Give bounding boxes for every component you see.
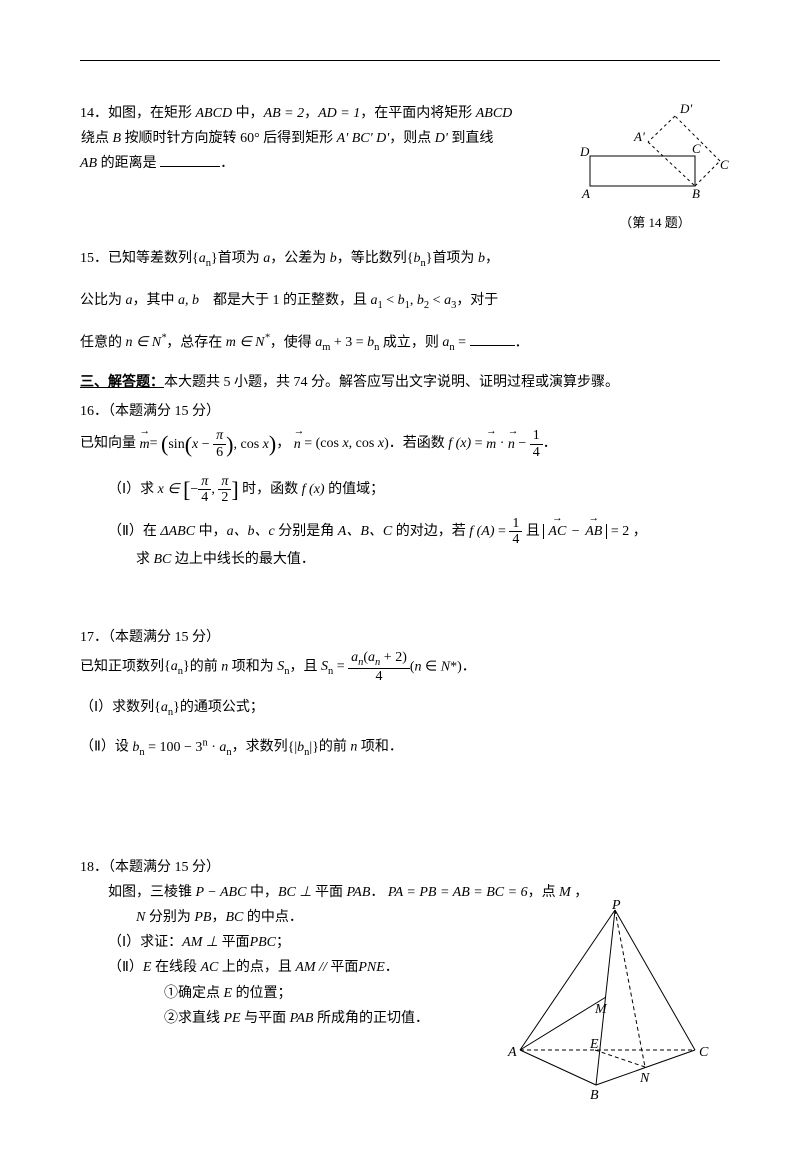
- problem-18: 18．（本题满分 15 分） 如图，三棱锥 P − ABC 中，BC ⊥ 平面 …: [80, 855, 730, 1100]
- q14-t2: 中，: [232, 106, 264, 121]
- q15-t14: 成立，则: [379, 335, 442, 350]
- problem-14: D' A' D C C' A B （第 14 题） 14．如图，在矩形 ABCD…: [80, 101, 730, 234]
- svg-text:C: C: [699, 1045, 709, 1060]
- q14-c1: ，: [304, 106, 318, 121]
- q16-num: 16．: [80, 404, 108, 419]
- q14-t4: 绕点: [81, 131, 113, 146]
- q15-t7: 公比为: [80, 293, 126, 308]
- q15-a2: a: [126, 293, 133, 308]
- q15-b: b: [330, 251, 337, 266]
- svg-text:C': C': [720, 157, 730, 172]
- svg-text:E: E: [589, 1037, 599, 1052]
- problem-15: 15．已知等差数列{an}首项为 a，公差为 b，等比数列{bn}首项为 b， …: [80, 246, 730, 358]
- section-3-desc: 本大题共 5 小题，共 74 分。解答应写出文字说明、证明过程或演算步骤。: [164, 375, 619, 390]
- q14-B: B: [113, 131, 122, 146]
- q15-dot: ．: [515, 335, 529, 350]
- tetrahedron-diagram: P M E A C B N: [500, 900, 710, 1100]
- q16-t1: 已知向量: [80, 437, 140, 452]
- abs-expr: AC − AB: [543, 524, 607, 539]
- q15-b2: b: [478, 251, 485, 266]
- svg-text:B: B: [590, 1088, 599, 1100]
- q18-num: 18．: [80, 860, 108, 875]
- q14-abcd: ABCD: [196, 106, 233, 121]
- q15-an2: an =: [442, 335, 466, 350]
- q14-deg: 60°: [240, 131, 260, 146]
- q15-t8: ，其中: [133, 293, 179, 308]
- q14-blank[interactable]: [160, 152, 220, 167]
- svg-text:C: C: [692, 141, 701, 156]
- q15-mN: m ∈ N*: [226, 335, 270, 350]
- top-rule: [80, 60, 720, 61]
- q16-part2: （Ⅱ）在 ΔABC 中，a、b、c 分别是角 A、B、C 的对边，若 f (A)…: [80, 516, 730, 548]
- q15-ab: a, b: [178, 293, 199, 308]
- svg-text:M: M: [594, 1002, 608, 1017]
- q15-t5: 首项为: [432, 251, 478, 266]
- q14-t3: ，在平面内将矩形: [360, 106, 476, 121]
- q15-num: 15．: [80, 251, 108, 266]
- q14-ab2: AB = 2: [264, 106, 305, 121]
- svg-text:P: P: [611, 900, 621, 913]
- q15-an: {an}: [192, 251, 218, 266]
- svg-text:A': A': [633, 129, 645, 144]
- svg-text:A: A: [581, 186, 590, 201]
- q16-pts: （本题满分 15 分）: [108, 404, 220, 419]
- rectangle-diagram: D' A' D C C' A B: [580, 101, 730, 211]
- q16-part1: （Ⅰ）求 x ∈ [−π4, π2] 时，函数 f (x) 的值域；: [80, 470, 730, 510]
- q15-ineq: a1 < b1, b2 < a3: [371, 293, 457, 308]
- q15-t3: ，公差为: [270, 251, 330, 266]
- figure-14-caption: （第 14 题）: [580, 211, 730, 234]
- q15-t9: 都是大于 1 的正整数，且: [210, 293, 371, 308]
- q17-pts: （本题满分 15 分）: [108, 630, 220, 645]
- problem-16: 16．（本题满分 15 分） 已知向量 m= (sin(x − π6), cos…: [80, 399, 730, 572]
- q14-ad1: AD = 1: [318, 106, 360, 121]
- svg-text:A: A: [507, 1045, 517, 1060]
- sin-expr: sin(x − π6), cos x: [168, 437, 269, 452]
- q15-t10: ，对于: [456, 293, 498, 308]
- section-3-title: 三、解答题：: [80, 375, 164, 390]
- q17-num: 17．: [80, 630, 108, 645]
- q14-t8: 到直线: [448, 131, 494, 146]
- problem-17: 17．（本题满分 15 分） 已知正项数列{an}的前 n 项和为 Sn，且 S…: [80, 625, 730, 763]
- q15-bn: {bn}: [407, 251, 433, 266]
- svg-text:D: D: [580, 144, 590, 159]
- fx: f (x): [448, 437, 471, 452]
- q14-AB: AB: [80, 156, 97, 171]
- q14-abcd2: ABCD: [476, 106, 513, 121]
- figure-18: P M E A C B N: [500, 900, 710, 1100]
- q14-t6: 后得到矩形: [260, 131, 337, 146]
- svg-text:B: B: [692, 186, 700, 201]
- q14-t5: 按顺时针方向旋转: [121, 131, 240, 146]
- q14-t9: 的距离是: [97, 156, 160, 171]
- q15-t13: ，使得: [270, 335, 316, 350]
- q15-t12: ，总存在: [166, 335, 226, 350]
- q15-t6: ，: [485, 251, 499, 266]
- vector-n: n: [294, 432, 301, 457]
- q18-pts: （本题满分 15 分）: [108, 860, 220, 875]
- q17-part1: （Ⅰ）求数列{an}的通项公式；: [80, 695, 730, 723]
- q15-t1: 已知等差数列: [108, 251, 192, 266]
- q16-func: ．若函数: [389, 437, 449, 452]
- svg-text:D': D': [679, 101, 692, 116]
- q14-num: 14．: [80, 106, 108, 121]
- q15-t4: ，等比数列: [337, 251, 407, 266]
- q15-nN: n ∈ N*: [126, 335, 167, 350]
- q14-dp: D': [435, 131, 448, 146]
- q16-comma: ，: [276, 437, 290, 452]
- q14-prime: A' BC' D': [337, 131, 390, 146]
- q15-t2: 首项为: [218, 251, 264, 266]
- q14-dot: ．: [220, 156, 234, 171]
- vector-m: m: [140, 432, 150, 457]
- q14-t1: 如图，在矩形: [108, 106, 196, 121]
- q15-blank[interactable]: [470, 331, 515, 346]
- figure-14: D' A' D C C' A B （第 14 题）: [580, 101, 730, 234]
- q15-t11: 任意的: [80, 335, 126, 350]
- q15-eq: am + 3 = bn: [315, 335, 379, 350]
- q17-part2: （Ⅱ）设 bn = 100 − 3n · an，求数列{|bn|}的前 n 项和…: [80, 734, 730, 762]
- q14-t7: ，则点: [389, 131, 435, 146]
- section-3-heading: 三、解答题：本大题共 5 小题，共 74 分。解答应写出文字说明、证明过程或演算…: [80, 370, 730, 395]
- svg-text:N: N: [639, 1071, 650, 1086]
- q16-eq1: =: [150, 437, 158, 452]
